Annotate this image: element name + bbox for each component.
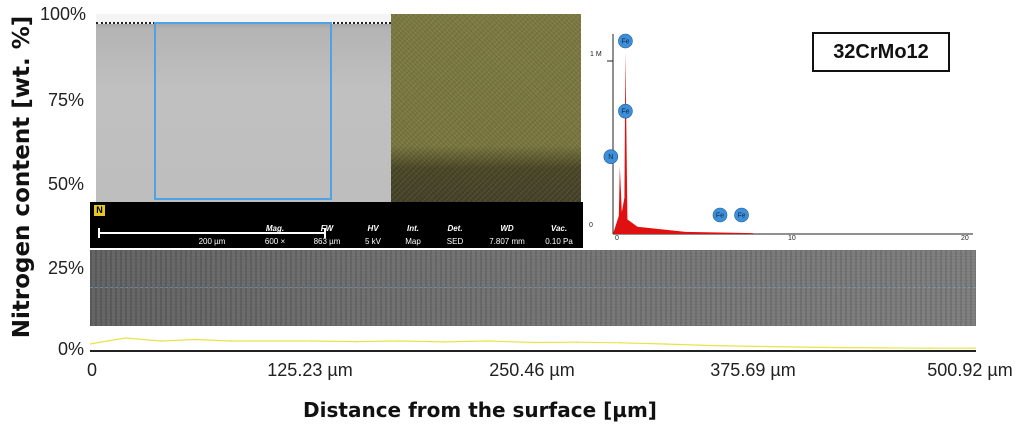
field-key: WD (500, 224, 514, 233)
scale-bar-end (98, 228, 100, 238)
field-key: Int. (407, 224, 419, 233)
field-key: Det. (447, 224, 463, 233)
spectrum-x-label-10: 10 (788, 235, 796, 240)
peak-label: Fe (716, 213, 724, 220)
x-tick-label: 125.23 µm (267, 360, 353, 380)
sem-data-bar: N 200 µm Mag. 600 × FW 863 µm HV 5 kV In… (90, 202, 583, 248)
spectrum-x-label-20: 20 (961, 235, 969, 240)
line-scan-point (310, 340, 313, 342)
line-scan-plot (89, 337, 977, 349)
peak-marker (603, 149, 619, 164)
peak-marker (618, 103, 633, 119)
field-key: Mag. (265, 224, 285, 233)
line-scan-point (708, 344, 710, 347)
nitrogen-line-scan (89, 326, 977, 350)
line-scan-point (840, 346, 843, 349)
line-scan-point (106, 340, 109, 342)
line-scan-point (753, 345, 756, 348)
nitrogen-element-map (391, 14, 581, 202)
field-value: 863 µm (313, 237, 341, 246)
cross-section-strip (90, 250, 976, 326)
y-tick-label: 50% (47, 174, 84, 194)
element-badge: N (94, 205, 105, 216)
peak-label: Fe (737, 213, 745, 220)
field-key: FW (320, 224, 334, 233)
line-scan-point (230, 340, 233, 342)
x-tick-label: 500.92 µm (927, 360, 1013, 380)
field-value: 600 × (264, 237, 286, 246)
line-scan-point (266, 340, 268, 342)
line-scan-point (195, 338, 197, 341)
line-scan-point (532, 341, 534, 344)
y-tick-label: 100% (40, 4, 87, 24)
field-value: 5 kV (364, 237, 381, 246)
line-scan-point (487, 340, 489, 342)
line-scan-point (796, 346, 799, 348)
region-of-interest-box[interactable] (154, 22, 332, 200)
eds-spectrum-plot: Fe Fe N Fe Fe 1 M 0 0 10 20 (589, 33, 973, 242)
field-key: Vac. (550, 224, 568, 233)
spectrum-trace (613, 52, 753, 234)
peak-marker (734, 207, 749, 223)
field-value: SED (446, 237, 464, 246)
field-key: HV (367, 224, 379, 233)
line-scan-point (664, 343, 666, 345)
y-tick-label: 25% (47, 258, 84, 278)
peak-label: Fe (621, 109, 629, 116)
line-scan-point (442, 341, 445, 343)
field-value: 7.807 mm (489, 237, 525, 246)
x-tick-label: 0 (86, 360, 98, 380)
scale-bar-label: 200 µm (198, 237, 226, 246)
peak-marker (618, 33, 633, 49)
x-tick-label: 250.46 µm (489, 360, 575, 380)
line-scan-point (885, 347, 887, 349)
line-scan-point (575, 341, 578, 343)
line-scan-point (619, 342, 622, 344)
spectrum-x-label-0: 0 (615, 235, 619, 240)
y-axis-label: Nitrogen content [wt. %] (9, 15, 35, 339)
scale-bar (98, 232, 326, 234)
x-axis-line (90, 350, 976, 352)
sem-micrograph (96, 14, 391, 202)
y-tick-label: 75% (47, 90, 84, 110)
y-tick-label: 0% (57, 339, 84, 359)
line-scan-point (124, 337, 127, 339)
x-axis-label: Distance from the surface [µm] (303, 398, 657, 422)
spectrum-y-label-1m: 1 M (590, 51, 602, 58)
spectrum-y-label-0: 0 (589, 222, 593, 229)
line-scan-point (159, 340, 162, 342)
line-scan-point (398, 340, 401, 342)
line-scan-point (354, 340, 357, 343)
peak-label: Fe (621, 39, 629, 46)
peak-label: N (608, 154, 613, 161)
field-value: 0.10 Pa (545, 237, 573, 246)
x-tick-label: 375.69 µm (710, 360, 796, 380)
scale-bar-end (324, 228, 326, 238)
line-scan-point (929, 347, 931, 349)
material-label: 32CrMo12 (812, 32, 950, 72)
field-value: Map (405, 237, 421, 246)
line-scan-point (89, 343, 91, 345)
scan-line (90, 287, 976, 289)
peak-marker (712, 207, 728, 223)
